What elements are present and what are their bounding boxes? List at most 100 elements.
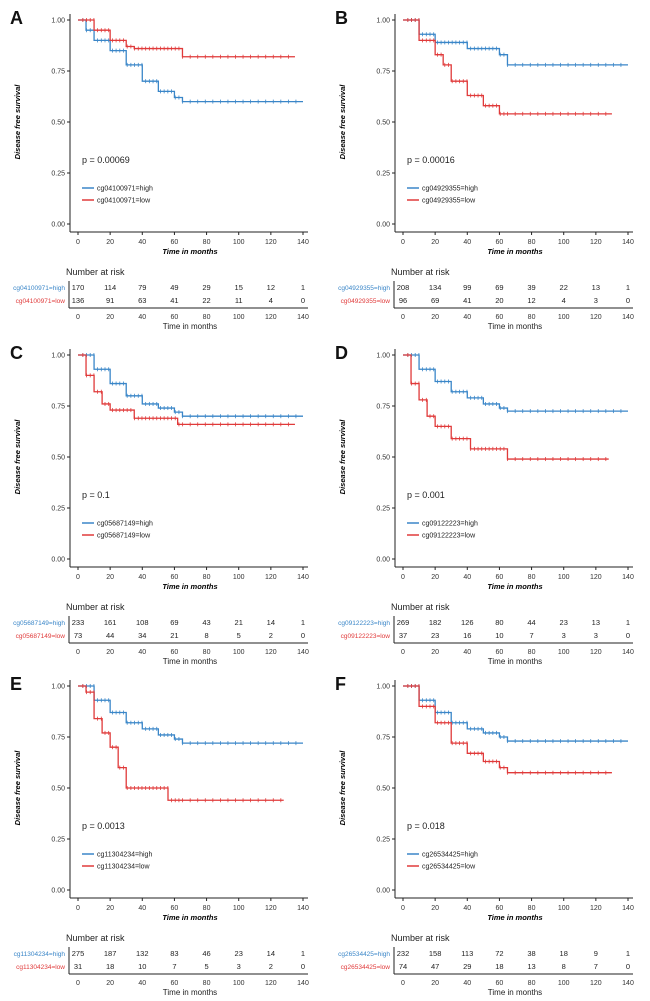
risk-x-tick-label: 120 <box>265 649 277 656</box>
risk-x-tick-label: 0 <box>76 980 80 987</box>
risk-count: 136 <box>72 296 85 305</box>
x-tick-label: 20 <box>106 239 114 246</box>
km-panel-f: F Disease free survival 0.00 0.25 0.50 0.75 1.… <box>325 666 650 997</box>
risk-count: 41 <box>170 296 178 305</box>
x-tick-label: 20 <box>431 239 439 246</box>
y-tick-label: 0.25 <box>376 506 390 513</box>
risk-count: 0 <box>626 962 630 971</box>
risk-x-tick-label: 60 <box>496 314 504 321</box>
risk-count: 108 <box>136 618 149 627</box>
risk-count: 16 <box>463 631 471 640</box>
legend-label: cg05687149=low <box>97 533 151 540</box>
risk-x-tick-label: 20 <box>431 314 439 321</box>
risk-count: 41 <box>463 296 471 305</box>
x-tick-label: 100 <box>233 239 245 246</box>
risk-count: 9 <box>594 949 598 958</box>
risk-x-tick-label: 140 <box>622 649 634 656</box>
y-tick-label: 0.25 <box>51 171 65 178</box>
risk-x-tick-label: 40 <box>138 314 146 321</box>
y-tick-label: 0.75 <box>51 69 65 76</box>
y-tick-label: 0.00 <box>376 888 390 895</box>
x-tick-label: 100 <box>233 905 245 912</box>
p-value: p = 0.1 <box>82 490 110 500</box>
risk-x-tick-label: 60 <box>496 980 504 987</box>
x-tick-label: 120 <box>265 574 277 581</box>
survival-curve-high <box>403 685 628 742</box>
p-value: p = 0.00069 <box>82 155 130 165</box>
survival-curve-low <box>403 685 612 774</box>
risk-x-tick-label: 80 <box>203 980 211 987</box>
x-tick-label: 60 <box>496 905 504 912</box>
risk-count: 63 <box>138 296 146 305</box>
x-tick-label: 40 <box>138 239 146 246</box>
risk-count: 23 <box>431 631 439 640</box>
risk-x-tick-label: 60 <box>496 649 504 656</box>
x-tick-label: 140 <box>622 574 634 581</box>
risk-x-tick-label: 20 <box>106 314 114 321</box>
risk-count: 96 <box>399 296 407 305</box>
risk-row-label: cg11304234=high <box>14 951 66 958</box>
risk-x-tick-label: 120 <box>590 980 602 987</box>
risk-x-tick-label: 80 <box>528 314 536 321</box>
km-plot: F Disease free survival 0.00 0.25 0.50 0.75 1.… <box>335 674 634 997</box>
risk-count: 3 <box>237 962 241 971</box>
panel-letter: E <box>10 674 22 694</box>
km-plot: A Disease free survival 0.00 0.25 0.50 0.75 1.… <box>10 8 309 331</box>
risk-x-tick-label: 80 <box>528 980 536 987</box>
risk-x-axis-label: Time in months <box>488 657 542 665</box>
risk-count: 13 <box>592 283 600 292</box>
risk-count: 134 <box>429 283 442 292</box>
x-tick-label: 120 <box>265 905 277 912</box>
risk-count: 47 <box>431 962 439 971</box>
risk-x-tick-label: 40 <box>463 980 471 987</box>
risk-count: 1 <box>301 283 305 292</box>
risk-x-tick-label: 20 <box>106 980 114 987</box>
risk-count: 37 <box>399 631 407 640</box>
x-tick-label: 120 <box>590 574 602 581</box>
risk-table-title: Number at risk <box>391 267 450 277</box>
risk-count: 12 <box>267 283 275 292</box>
risk-x-tick-label: 100 <box>558 980 570 987</box>
risk-count: 4 <box>269 296 273 305</box>
x-tick-label: 140 <box>297 905 309 912</box>
x-axis-label: Time in months <box>162 913 217 922</box>
risk-count: 18 <box>495 962 503 971</box>
x-tick-label: 0 <box>76 239 80 246</box>
y-tick-label: 1.00 <box>376 684 390 691</box>
x-tick-label: 120 <box>590 239 602 246</box>
risk-count: 0 <box>301 296 305 305</box>
risk-x-axis-label: Time in months <box>163 988 217 996</box>
risk-count: 21 <box>235 618 243 627</box>
panel-letter: C <box>10 343 23 363</box>
risk-x-tick-label: 120 <box>590 314 602 321</box>
risk-row-label: cg09122223=low <box>341 633 391 640</box>
risk-count: 12 <box>527 296 535 305</box>
x-tick-label: 60 <box>496 574 504 581</box>
risk-count: 5 <box>204 962 208 971</box>
risk-x-tick-label: 60 <box>171 980 179 987</box>
risk-count: 18 <box>560 949 568 958</box>
legend-label: cg09122223=high <box>422 521 478 528</box>
legend-label: cg11304234=high <box>97 852 152 859</box>
x-tick-label: 0 <box>401 905 405 912</box>
y-tick-label: 0.50 <box>376 455 390 462</box>
risk-count: 79 <box>138 283 146 292</box>
risk-count: 23 <box>235 949 243 958</box>
risk-count: 7 <box>594 962 598 971</box>
p-value: p = 0.018 <box>407 821 445 831</box>
x-tick-label: 100 <box>233 574 245 581</box>
x-tick-label: 140 <box>622 905 634 912</box>
risk-x-tick-label: 100 <box>233 314 245 321</box>
survival-curve-low <box>403 19 612 115</box>
risk-x-tick-label: 140 <box>622 314 634 321</box>
risk-count: 232 <box>397 949 410 958</box>
risk-count: 233 <box>72 618 85 627</box>
risk-count: 39 <box>527 283 535 292</box>
risk-count: 74 <box>399 962 407 971</box>
risk-count: 126 <box>461 618 474 627</box>
risk-count: 29 <box>202 283 210 292</box>
risk-count: 275 <box>72 949 85 958</box>
risk-row-label: cg04100971=high <box>13 285 65 292</box>
risk-count: 5 <box>237 631 241 640</box>
x-tick-label: 80 <box>203 905 211 912</box>
